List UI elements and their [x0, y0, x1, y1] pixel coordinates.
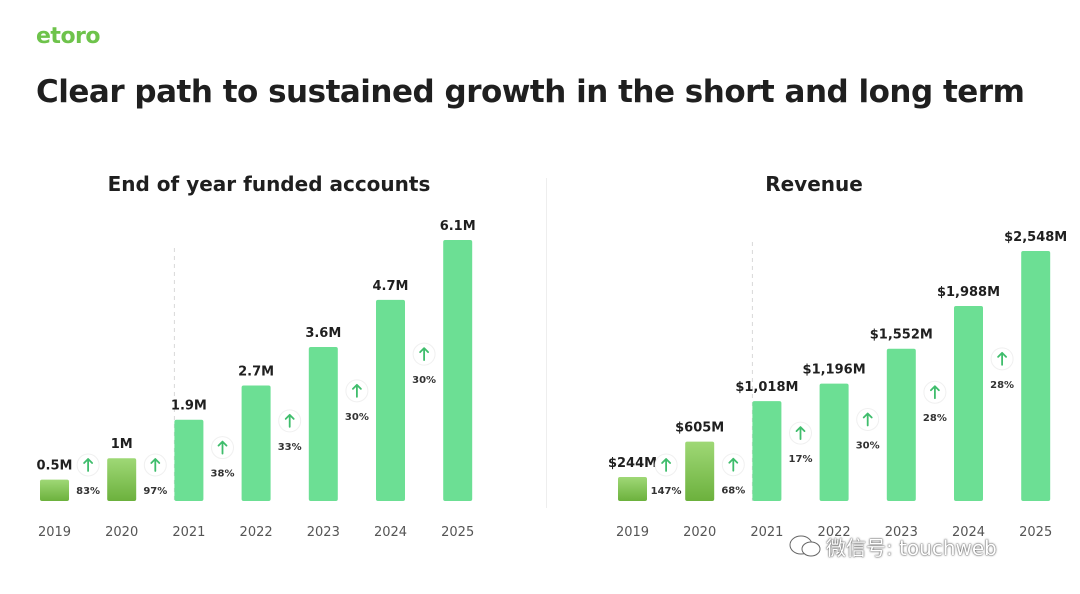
revenue-plot: $244M 2019 147% $605M 2020 68% $1,018M 2021 17% $… [608, 230, 1067, 540]
up-arrow-icon [419, 347, 429, 362]
growth-label: 68% [721, 486, 745, 497]
up-arrow-icon [352, 383, 362, 398]
bar [618, 477, 647, 501]
bar [1021, 251, 1051, 501]
growth-label: 28% [923, 413, 947, 424]
x-tick-label: 2020 [105, 525, 138, 540]
up-arrow-icon [661, 458, 671, 472]
value-label: $1,552M [870, 328, 933, 343]
bar [376, 299, 405, 501]
x-tick-label: 2022 [818, 525, 851, 540]
up-arrow-icon [284, 413, 295, 428]
value-label: $244M [608, 456, 657, 471]
up-arrow-icon [997, 351, 1007, 366]
bar [819, 383, 849, 501]
revenue-chart: Revenue $244M 2019 147% $605M 2020 68% $1,018M… [548, 160, 1080, 560]
bar [752, 401, 782, 501]
up-arrow-icon [862, 412, 873, 427]
value-label: $2,548M [1004, 230, 1067, 245]
growth-label: 30% [856, 440, 880, 451]
bar [954, 305, 983, 501]
x-tick-label: 2022 [240, 525, 273, 540]
growth-label: 83% [76, 486, 100, 497]
x-tick-label: 2021 [750, 525, 783, 540]
watermark-text: 微信号: touchweb [826, 536, 997, 560]
up-arrow-icon [930, 385, 940, 400]
x-tick-label: 2024 [952, 525, 985, 540]
x-tick-label: 2020 [683, 525, 716, 540]
chart-title: End of year funded accounts [107, 172, 431, 196]
bar [886, 348, 916, 501]
x-tick-label: 2024 [374, 525, 407, 540]
growth-label: 30% [412, 375, 436, 386]
growth-label: 30% [345, 412, 369, 423]
etoro-logo: etoro [36, 24, 101, 49]
x-tick-label: 2023 [885, 525, 918, 540]
x-tick-label: 2019 [616, 525, 649, 540]
x-tick-label: 2023 [307, 525, 340, 540]
bar [308, 346, 338, 501]
value-label: 0.5M [37, 459, 73, 474]
growth-label: 147% [651, 486, 682, 497]
value-label: $1,018M [735, 380, 798, 395]
up-arrow-icon [728, 457, 739, 472]
value-label: 4.7M [373, 279, 409, 294]
up-arrow-icon [150, 458, 161, 472]
wechat-icon [789, 535, 821, 557]
x-tick-label: 2019 [38, 525, 71, 540]
up-arrow-icon [217, 440, 228, 455]
bar [40, 479, 69, 501]
funded-accounts-plot: 0.5M 2019 83% 1M 2020 97% 1.9M 2021 38% 2.7M 2022 3… [37, 219, 476, 540]
growth-label: 97% [143, 486, 167, 497]
value-label: 2.7M [238, 364, 274, 379]
value-label: $1,196M [803, 363, 866, 378]
value-label: 6.1M [440, 219, 476, 234]
funded-accounts-chart: End of year funded accounts 0.5M 2019 83% 1… [0, 160, 546, 560]
chart-title: Revenue [765, 172, 863, 196]
bar [241, 385, 271, 501]
value-label: 3.6M [305, 326, 341, 341]
chart-divider [546, 178, 547, 508]
value-label: 1M [111, 437, 133, 452]
growth-label: 17% [789, 454, 813, 465]
bar [107, 458, 137, 501]
growth-label: 28% [990, 380, 1014, 391]
bar [443, 240, 473, 501]
up-arrow-icon [795, 426, 806, 440]
x-tick-label: 2025 [441, 525, 474, 540]
x-tick-label: 2021 [172, 525, 205, 540]
value-label: 1.9M [171, 399, 207, 414]
page-title: Clear path to sustained growth in the sh… [36, 74, 1025, 110]
value-label: $1,988M [937, 285, 1000, 300]
x-tick-label: 2025 [1019, 525, 1052, 540]
value-label: $605M [675, 421, 724, 436]
bar [685, 441, 715, 501]
up-arrow-icon [83, 458, 93, 472]
bar [174, 419, 204, 501]
growth-label: 33% [278, 442, 302, 453]
growth-label: 38% [211, 469, 235, 480]
